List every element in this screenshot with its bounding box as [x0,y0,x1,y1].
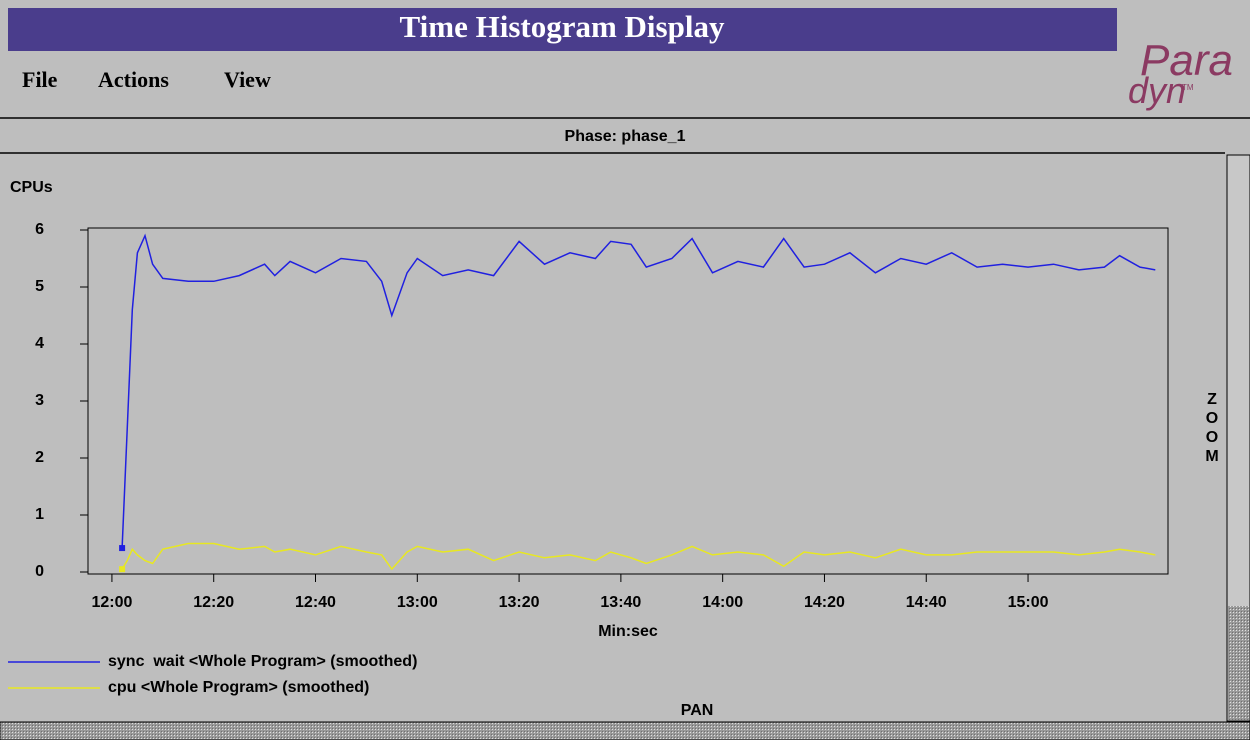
x-tick-label: 13:00 [397,594,438,611]
x-tick-label: 13:40 [600,594,641,611]
menu-item[interactable]: File [22,67,58,92]
x-tick-label: 13:20 [499,594,540,611]
x-tick-label: 14:00 [702,594,743,611]
start-marker [119,566,126,573]
pan-scrollbar[interactable] [0,721,1250,740]
y-tick-label: 1 [35,506,44,523]
x-tick-label: 12:40 [295,594,336,611]
zoom-scrollbar[interactable] [1226,154,1250,722]
x-tick-label: 14:40 [906,594,947,611]
window-title: Time Histogram Display [400,9,725,44]
y-tick-label: 0 [35,563,44,580]
y-tick-label: 2 [35,449,44,466]
logo-top: Para [1140,36,1233,85]
x-tick-label: 12:20 [193,594,234,611]
y-tick-label: 3 [35,392,44,409]
start-marker [119,545,126,552]
menu-item[interactable]: Actions [98,67,169,92]
legend-label: sync wait <Whole Program> (smoothed) [108,653,417,670]
title-bar [8,8,1117,51]
series-line [121,542,1156,571]
zoom-label: ZOOM [1205,391,1219,465]
phase-label: Phase: phase_1 [565,128,686,145]
series-line [121,233,1156,549]
zoom-thumb[interactable] [1228,606,1249,720]
x-tick-label: 14:20 [804,594,845,611]
y-tick-label: 5 [35,278,44,295]
y-tick-label: 4 [35,335,44,352]
y-tick-label: 6 [35,221,44,238]
menu-item[interactable]: View [224,67,271,92]
plot-frame [87,227,1169,575]
legend-label: cpu <Whole Program> (smoothed) [108,679,369,696]
logo-bottom: dyn [1128,70,1186,111]
x-axis-label: Min:sec [598,623,658,640]
logo-mark: TM [1182,83,1194,92]
y-axis-label: CPUs [10,179,53,196]
x-tick-label: 15:00 [1008,594,1049,611]
x-tick-label: 12:00 [91,594,132,611]
pan-label: PAN [681,702,714,719]
